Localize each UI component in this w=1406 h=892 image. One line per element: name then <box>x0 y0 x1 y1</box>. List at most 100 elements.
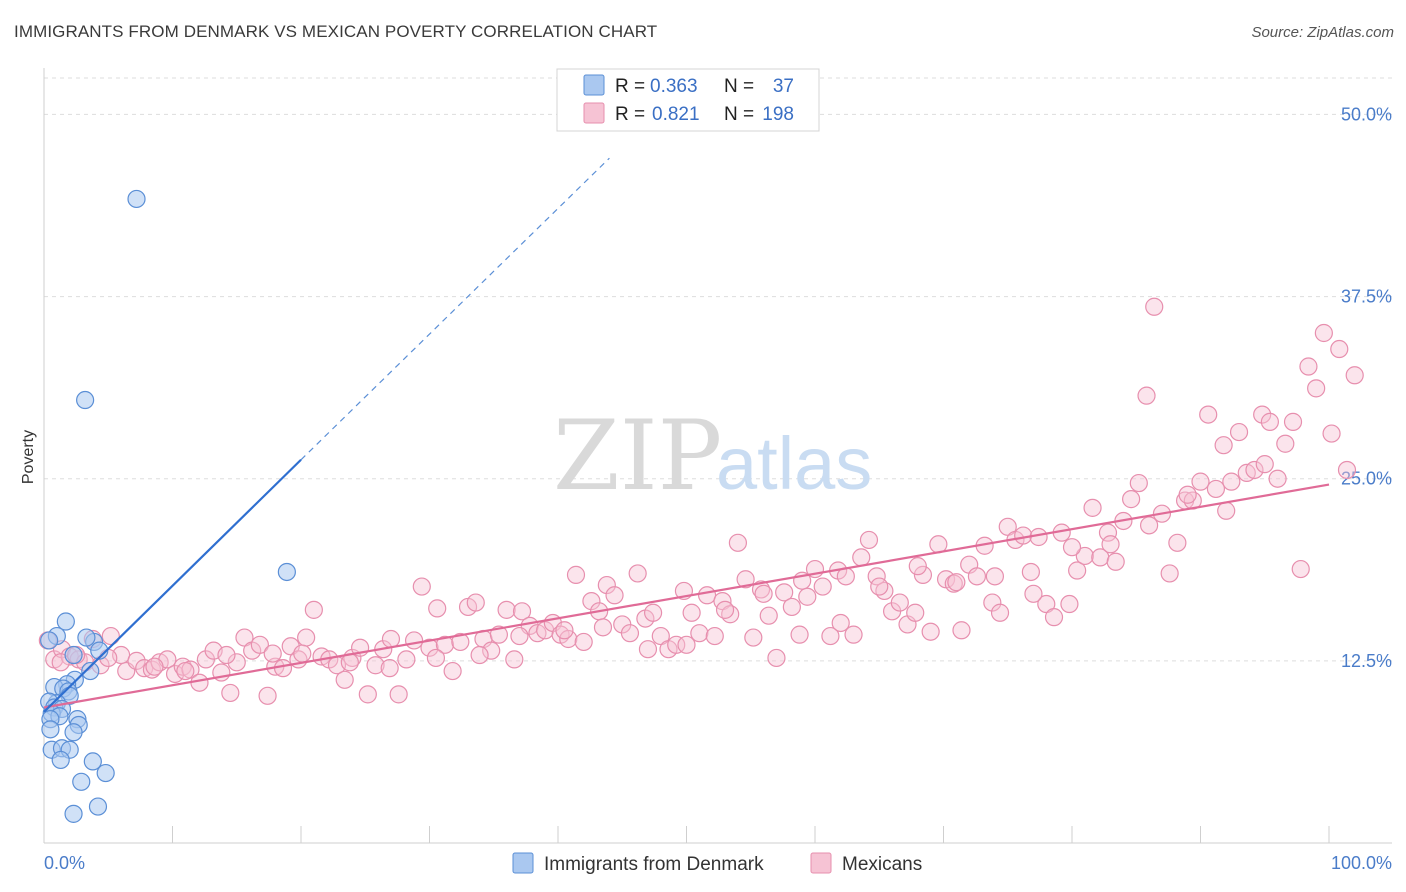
mexicans-point <box>870 577 889 596</box>
denmark-trend-line <box>43 458 302 713</box>
mexicans-point <box>380 659 399 678</box>
mexicans-point <box>798 587 817 606</box>
x-tick-label-min: 0.0% <box>44 853 85 873</box>
mexicans-point <box>1245 460 1264 480</box>
mexicans-point <box>1044 608 1064 627</box>
mexicans-point <box>1139 516 1159 535</box>
denmark-points <box>40 189 296 823</box>
legend-n-label-mexican: N = <box>724 104 754 125</box>
denmark-point <box>81 661 100 681</box>
mexicans-point <box>1345 366 1364 385</box>
mexicans-point <box>1021 562 1040 582</box>
denmark-trend-extension <box>300 157 610 461</box>
mexicans-point <box>1217 501 1236 520</box>
mexicans-point <box>482 641 501 660</box>
mexicans-point <box>1214 436 1233 455</box>
y-axis-label: Poverty <box>20 430 37 484</box>
mexicans-point <box>420 638 439 657</box>
legend-swatch-denmark <box>583 74 605 96</box>
mexicans-point <box>638 640 658 659</box>
mexicans-point <box>1199 405 1218 424</box>
series-legend-label-denmark: Immigrants from Denmark <box>544 854 764 875</box>
y-tick-label: 25.0% <box>1341 469 1392 489</box>
mexicans-point <box>1229 422 1249 442</box>
mexicans-point <box>1291 559 1310 579</box>
mexicans-point <box>813 577 832 596</box>
mexicans-point <box>1122 490 1141 509</box>
denmark-point <box>64 723 83 742</box>
mexicans-point <box>555 621 574 640</box>
mexicans-point <box>1299 357 1318 376</box>
mexicans-point <box>947 573 966 592</box>
denmark-point <box>77 628 96 647</box>
mexicans-point <box>250 635 269 654</box>
mexicans-point <box>466 593 485 612</box>
mexicans-point <box>705 626 724 646</box>
mexicans-point <box>451 632 470 652</box>
mexicans-point <box>1283 412 1303 431</box>
mexicans-point <box>101 626 120 646</box>
mexicans-point <box>1098 523 1118 542</box>
mexicans-point <box>381 629 401 649</box>
mexicans-point <box>512 602 532 621</box>
mexicans-point <box>985 567 1005 586</box>
mexicans-point <box>426 648 446 668</box>
mexicans-point <box>775 583 794 602</box>
mexicans-point <box>1160 564 1179 583</box>
mexicans-point <box>389 685 408 704</box>
mexicans-point <box>736 570 755 589</box>
legend-swatch-mexican <box>583 102 605 124</box>
mexicans-point <box>1060 594 1079 614</box>
mexicans-point <box>990 603 1010 622</box>
mexicans-point <box>1322 424 1341 443</box>
y-tick-label: 37.5% <box>1341 287 1392 307</box>
correlation-legend: R = 0.363 N = 37 R = 0.821 N = 198 <box>556 68 820 132</box>
y-tick-label: 50.0% <box>1341 104 1392 124</box>
mexicans-point <box>605 586 624 605</box>
mexicans-point <box>677 635 696 654</box>
mexicans-point <box>1083 498 1102 517</box>
mexicans-point <box>906 603 925 622</box>
legend-n-value-denmark: 37 <box>773 76 794 97</box>
denmark-point <box>277 562 296 582</box>
mexicans-point <box>397 650 416 669</box>
legend-r-label-mexican: R = <box>615 104 645 125</box>
trend-lines <box>300 157 610 461</box>
mexicans-point <box>497 600 516 619</box>
mexicans-point <box>221 683 240 703</box>
mexicans-point <box>227 653 246 672</box>
mexicans-point <box>335 670 354 689</box>
mexicans-point <box>435 635 455 654</box>
legend-r-label-denmark: R = <box>615 76 645 97</box>
mexicans-point <box>890 593 909 612</box>
mexicans-point <box>1330 339 1349 359</box>
mexicans-point <box>1137 386 1156 405</box>
mexicans-point <box>1276 434 1295 453</box>
mexicans-point <box>263 644 282 663</box>
mexicans-point <box>1075 546 1094 566</box>
series-legend: Immigrants from Denmark Mexicans <box>512 852 922 875</box>
mexicans-point <box>190 673 209 692</box>
mexicans-point <box>913 565 933 584</box>
mexicans-point <box>582 592 601 611</box>
mexicans-point <box>967 567 987 586</box>
chart-title: IMMIGRANTS FROM DENMARK VS MEXICAN POVER… <box>14 22 658 41</box>
mexicans-point <box>1191 472 1210 491</box>
denmark-point <box>41 720 60 739</box>
mexicans-point <box>682 603 701 622</box>
mexicans-point <box>1101 535 1120 554</box>
mexicans-point <box>593 618 613 637</box>
mexicans-point <box>844 625 863 644</box>
mexicans-point <box>443 661 462 681</box>
series-legend-swatch-denmark <box>512 852 534 874</box>
mexicans-point <box>1222 472 1241 491</box>
denmark-point <box>127 189 146 209</box>
mexicans-trend-line <box>43 483 1330 709</box>
mexicans-point <box>358 685 377 704</box>
mexicans-point <box>1129 473 1148 493</box>
mexicans-point <box>505 650 524 669</box>
mexicans-point <box>566 565 586 584</box>
mexicans-point <box>952 621 971 640</box>
mexicans-point <box>510 626 529 646</box>
